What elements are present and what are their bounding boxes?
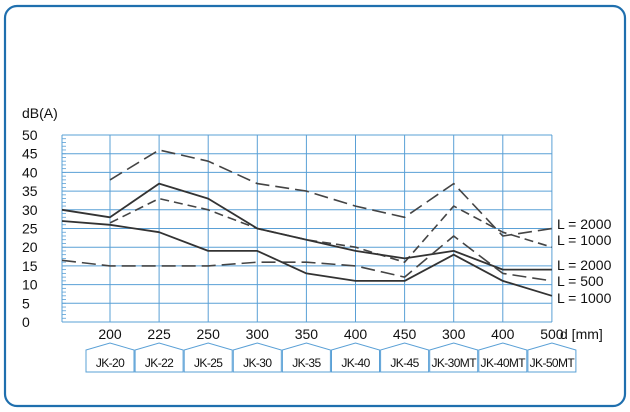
model-tag-label: JK-30 [243, 356, 272, 370]
model-tag-box [331, 342, 380, 373]
model-tag-label: JK-30MT [431, 356, 477, 370]
series-line-4 [61, 235, 553, 282]
model-tags: JK-20 JK-22 JK-25 JK-30 JK-35 JK-40 JK-45 JK-30… [85, 342, 577, 373]
model-tag-label: JK-40MT [481, 356, 527, 370]
y-tick-label: 40 [22, 164, 38, 180]
model-tag-label: JK-40 [341, 356, 370, 370]
series-label: L = 2000 [557, 216, 612, 232]
x-axis-unit-label: d [mm] [560, 326, 603, 342]
model-tag-label: JK-20 [96, 356, 125, 370]
x-axis-ticks: 200 225 250 300 350 400 450 300 400 500 [98, 326, 563, 342]
series-line-2 [109, 197, 553, 263]
y-tick-label: 25 [22, 221, 38, 237]
series-line-1 [109, 149, 553, 237]
x-tick-label: 225 [147, 326, 171, 342]
y-axis-label: dB(A) [22, 105, 58, 121]
series-label: L = 1000 [557, 232, 612, 248]
model-tag-box [134, 342, 184, 373]
series-label: L = 1000 [557, 290, 612, 306]
x-tick-label: 450 [393, 326, 417, 342]
y-tick-label: 0 [22, 314, 30, 330]
x-tick-label: 250 [197, 326, 221, 342]
y-tick-label: 10 [22, 277, 38, 293]
series-label: L = 2000 [557, 257, 612, 273]
x-tick-label: 400 [344, 326, 368, 342]
series-label: L = 500 [557, 273, 604, 289]
model-tag-box [281, 342, 331, 373]
model-tag-box [85, 342, 135, 373]
y-tick-label: 35 [22, 183, 38, 199]
model-tag-label: JK-25 [194, 356, 223, 370]
x-tick-label: 500 [540, 326, 564, 342]
model-tag-box [380, 342, 430, 373]
y-axis-ticks: 0 5 10 15 20 25 30 35 40 45 50 [22, 127, 38, 330]
x-tick-label: 300 [442, 326, 466, 342]
model-tag-label: JK-35 [292, 356, 321, 370]
y-tick-label: 5 [22, 295, 30, 311]
x-tick-label: 400 [491, 326, 515, 342]
y-tick-label: 20 [22, 239, 38, 255]
y-tick-label: 50 [22, 127, 38, 143]
model-tag-label: JK-50MT [530, 356, 576, 370]
x-tick-label: 200 [98, 326, 122, 342]
x-tick-label: 300 [246, 326, 270, 342]
model-tag-box [232, 342, 282, 373]
model-tag-box [429, 342, 479, 373]
y-tick-label: 30 [22, 202, 38, 218]
model-tag-label: JK-45 [390, 356, 419, 370]
y-tick-label: 15 [22, 258, 38, 274]
series-line-5 [61, 220, 553, 297]
model-tag-box [183, 342, 233, 373]
y-tick-label: 45 [22, 146, 38, 162]
model-tag-label: JK-22 [145, 356, 174, 370]
data-series [61, 149, 553, 297]
x-tick-label: 350 [295, 326, 319, 342]
series-line-3 [61, 182, 552, 271]
model-tag-box [527, 342, 577, 373]
model-tag-box [478, 342, 528, 373]
